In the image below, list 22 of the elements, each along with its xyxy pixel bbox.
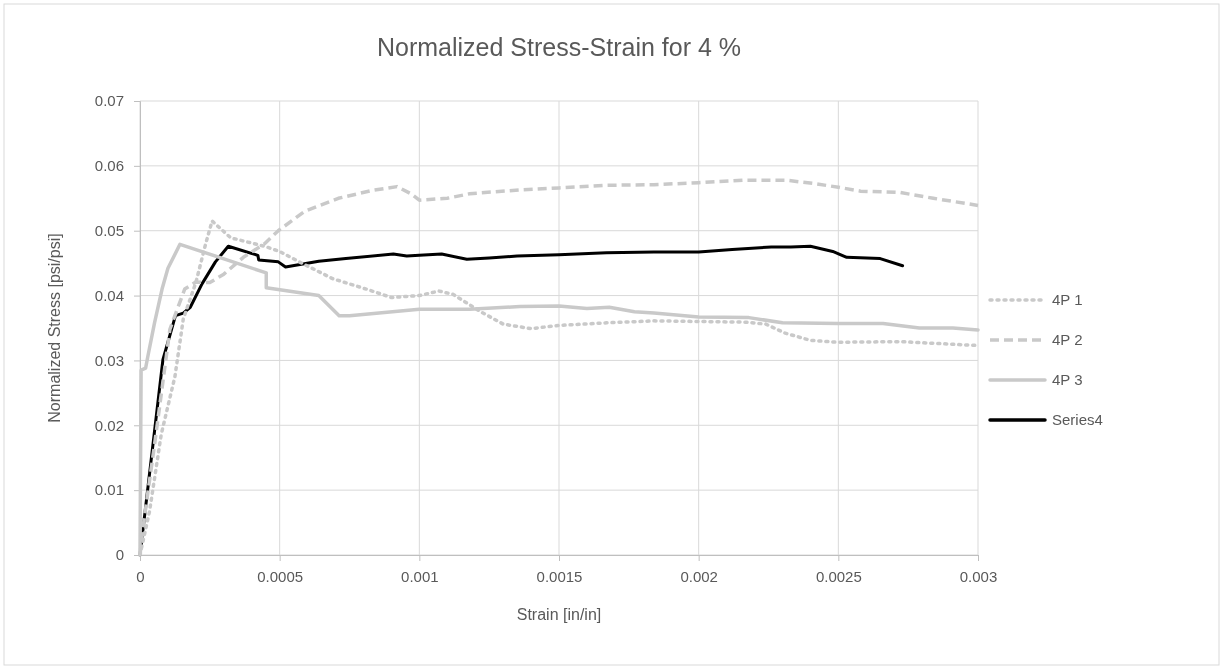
x-tick-label: 0.003 <box>959 567 998 585</box>
x-tick-label: 0.002 <box>680 567 718 585</box>
y-tick-label: 0.07 <box>94 92 124 110</box>
x-axis-title: Strain [in/in] <box>516 606 602 623</box>
y-axis-title: Normalized Stress [psi/psi] <box>46 233 63 423</box>
y-tick-label: 0.06 <box>94 157 124 175</box>
legend-label: 4P 1 <box>1052 291 1083 308</box>
y-tick-label: 0.03 <box>94 351 124 369</box>
y-tick-label: 0.05 <box>94 222 124 240</box>
x-tick-label: 0.0015 <box>536 567 583 585</box>
legend-label: 4P 3 <box>1052 371 1083 388</box>
y-tick-label: 0.02 <box>94 416 124 434</box>
x-tick-label: 0.0025 <box>815 567 862 585</box>
x-tick-label: 0 <box>136 567 145 585</box>
y-tick-label: 0.01 <box>94 481 124 499</box>
chart-title: Normalized Stress-Strain for 4 % <box>376 33 742 61</box>
x-tick-label: 0.001 <box>401 567 439 585</box>
y-tick-label: 0 <box>115 546 124 564</box>
legend-label: Series4 <box>1052 411 1103 428</box>
legend-label: 4P 2 <box>1052 331 1083 348</box>
y-tick-label: 0.04 <box>94 286 124 304</box>
x-tick-label: 0.0005 <box>257 567 304 585</box>
